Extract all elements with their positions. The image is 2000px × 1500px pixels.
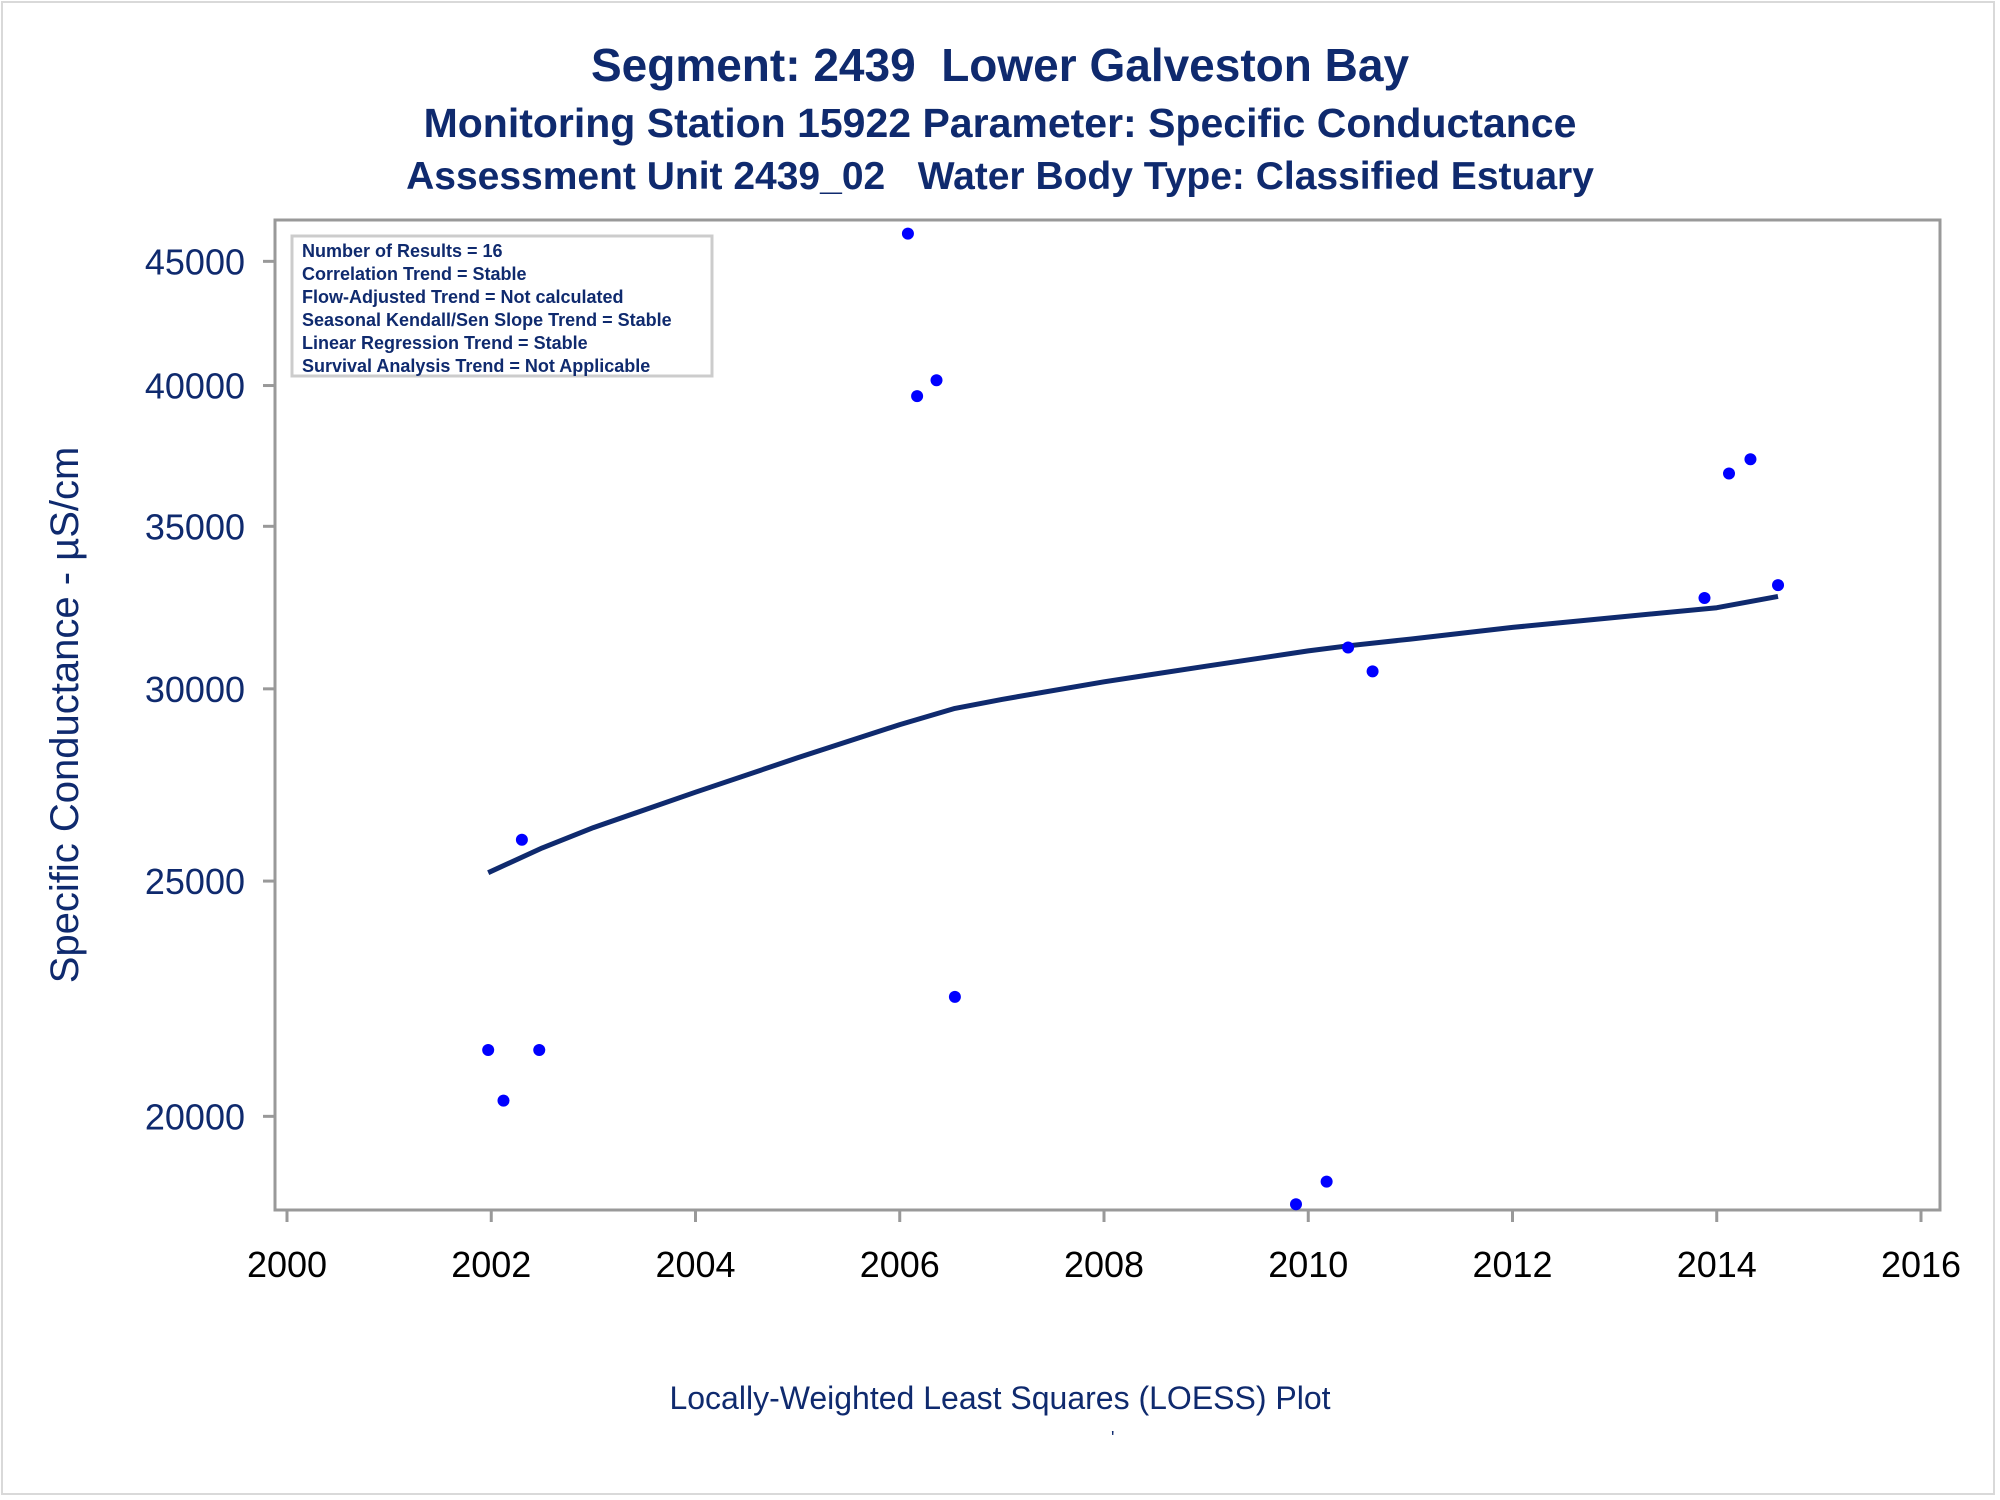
x-axis-label: Locally-Weighted Least Squares (LOESS) P… (669, 1380, 1331, 1416)
data-point (901, 227, 914, 240)
x-tick-label: 2008 (1064, 1244, 1144, 1285)
data-point (1342, 641, 1355, 654)
data-points (482, 227, 1785, 1211)
data-point (911, 390, 924, 403)
y-tick-label: 45000 (145, 241, 245, 282)
chart-title: Segment: 2439 Lower Galveston Bay (590, 39, 1410, 91)
x-tick-label: 2014 (1677, 1244, 1757, 1285)
data-point (1289, 1198, 1302, 1211)
data-point (930, 374, 943, 387)
data-point (497, 1094, 510, 1107)
trend-summary-line: Linear Regression Trend = Stable (302, 333, 588, 353)
trend-summary-line: Number of Results = 16 (302, 241, 503, 261)
trend-summary-border (290, 234, 714, 378)
plot-area (273, 218, 1942, 1212)
trend-summary-line: Survival Analysis Trend = Not Applicable (302, 356, 650, 376)
data-point (533, 1043, 546, 1056)
x-tick-label: 2000 (247, 1244, 327, 1285)
data-point (1320, 1175, 1333, 1188)
x-tick-label: 2002 (451, 1244, 531, 1285)
data-point (1698, 591, 1711, 604)
y-tick-label: 35000 (145, 506, 245, 547)
data-point (515, 833, 528, 846)
footnote-mark: ' (1111, 1428, 1115, 1448)
trend-summary-box: Number of Results = 16 Correlation Trend … (290, 234, 714, 378)
data-point (1723, 467, 1736, 480)
y-axis-label: Specific Conductance - µS/cm (43, 447, 87, 984)
y-tick-label: 20000 (145, 1096, 245, 1137)
y-tick-label: 25000 (145, 861, 245, 902)
data-point (1772, 579, 1785, 592)
x-tick-label: 2004 (655, 1244, 735, 1285)
trend-summary-lines: Number of Results = 16 Correlation Trend … (302, 241, 672, 376)
data-point (1744, 453, 1757, 466)
trend-summary-line: Correlation Trend = Stable (302, 264, 527, 284)
loess-line (487, 593, 1779, 875)
data-point (948, 990, 961, 1003)
data-point (1366, 665, 1379, 678)
x-tick-label: 2010 (1268, 1244, 1348, 1285)
x-tick-label: 2012 (1472, 1244, 1552, 1285)
data-point (482, 1043, 495, 1056)
chart-subtitle: Monitoring Station 15922 Parameter: Spec… (423, 100, 1577, 146)
y-tick-label: 30000 (145, 669, 245, 710)
y-tick-label: 40000 (145, 366, 245, 407)
axes: 2000 2002 2004 2006 2008 2010 2012 2014 2016 2000… (145, 241, 1961, 1285)
x-tick-label: 2006 (860, 1244, 940, 1285)
x-tick-label: 2016 (1881, 1244, 1961, 1285)
trend-summary-line: Flow-Adjusted Trend = Not calculated (302, 287, 624, 307)
chart-subtitle-2: Assessment Unit 2439_02 Water Body Type:… (406, 155, 1594, 198)
trend-summary-line: Seasonal Kendall/Sen Slope Trend = Stabl… (302, 310, 672, 330)
